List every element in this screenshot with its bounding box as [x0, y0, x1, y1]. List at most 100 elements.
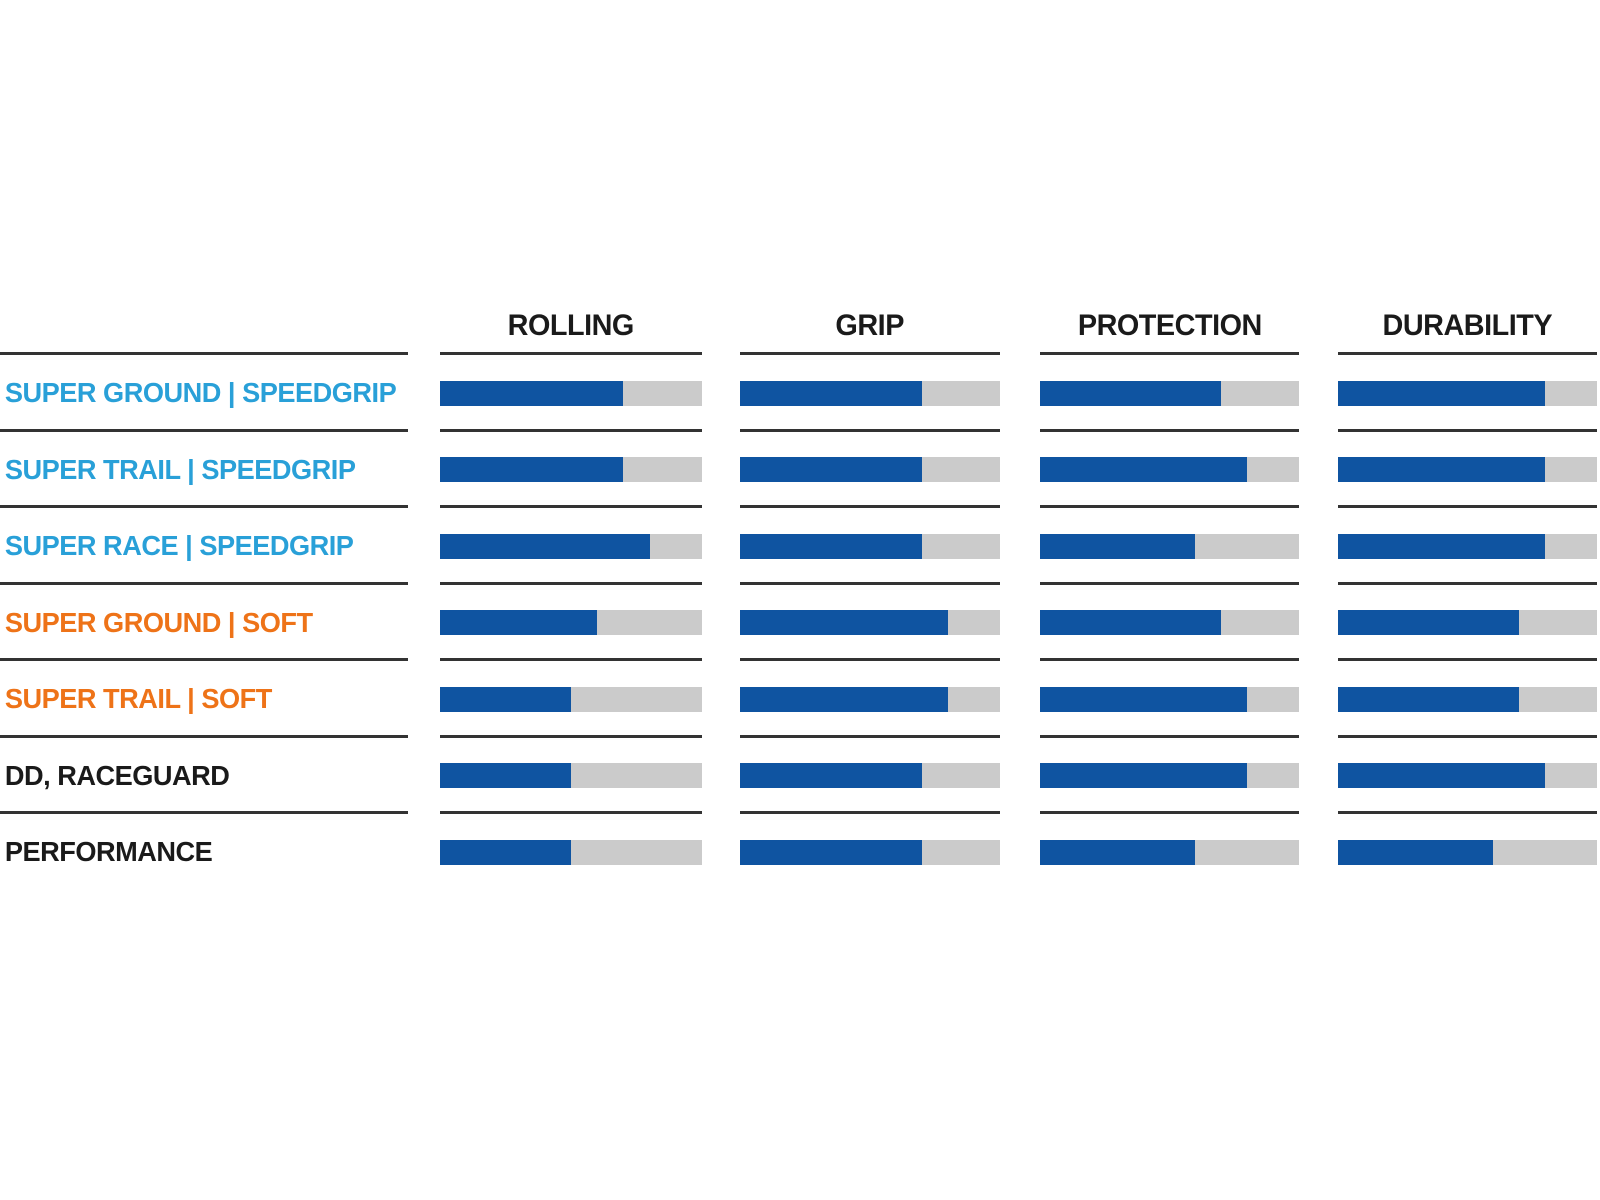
rows: SUPER GROUND | SPEEDGRIP [0, 355, 1597, 891]
grip-bar [740, 686, 1000, 712]
column-header-rolling: ROLLING [507, 309, 635, 342]
divider [740, 811, 1000, 814]
protection-bar-fill [1040, 380, 1222, 406]
protection-bar-fill [1040, 533, 1196, 559]
row-label-cell: SUPER GROUND | SPEEDGRIP [0, 355, 408, 432]
row-label: DD, RACEGUARD [4, 759, 230, 791]
protection-bar [1040, 839, 1299, 865]
table-row: SUPER GROUND | SOFT [0, 585, 1597, 661]
durability-bar [1338, 610, 1597, 636]
rolling-bar [440, 610, 702, 636]
grip-cell [702, 661, 1000, 738]
protection-cell [1000, 814, 1299, 891]
protection-bar [1040, 457, 1299, 483]
row-label-cell: SUPER RACE | SPEEDGRIP [0, 508, 408, 585]
durability-cell [1299, 508, 1597, 585]
divider [1338, 581, 1597, 585]
grip-bar-fill [740, 839, 922, 865]
grip-cell [702, 432, 1000, 508]
grip-bar [740, 457, 1000, 483]
durability-bar [1338, 533, 1597, 559]
protection-cell [1000, 432, 1299, 508]
divider [740, 428, 1000, 432]
rolling-bar [440, 839, 702, 865]
durability-bar-fill [1338, 763, 1546, 789]
rolling-cell [408, 738, 702, 814]
column-header-durability: DURABILITY [1382, 309, 1553, 342]
divider [740, 352, 1000, 355]
protection-bar-fill [1040, 686, 1248, 712]
header-empty-cell [0, 298, 408, 355]
divider [1040, 428, 1299, 432]
row-label: SUPER TRAIL | SOFT [4, 683, 272, 715]
column-header-grip: GRIP [835, 309, 905, 342]
rolling-bar [440, 457, 702, 483]
protection-cell [1000, 661, 1299, 738]
protection-bar-fill [1040, 839, 1196, 865]
grip-cell [702, 355, 1000, 432]
grip-bar-fill [740, 610, 948, 636]
row-label: PERFORMANCE [4, 836, 213, 868]
rolling-cell [408, 814, 702, 891]
durability-cell [1299, 585, 1597, 661]
table-row: SUPER TRAIL | SOFT [0, 661, 1597, 738]
divider [1040, 658, 1299, 661]
rolling-bar-fill [440, 610, 598, 636]
grip-bar [740, 380, 1000, 406]
rolling-bar-fill [440, 839, 571, 865]
rolling-bar [440, 380, 702, 406]
protection-bar [1040, 763, 1299, 789]
header-cell-grip: GRIP [702, 298, 1000, 355]
durability-bar [1338, 763, 1597, 789]
rolling-bar-fill [440, 380, 624, 406]
row-label: SUPER RACE | SPEEDGRIP [4, 530, 354, 562]
row-label-cell: SUPER GROUND | SOFT [0, 585, 408, 661]
divider [1338, 505, 1597, 508]
divider [0, 581, 408, 585]
grip-bar [740, 763, 1000, 789]
protection-bar [1040, 533, 1299, 559]
grip-bar-fill [740, 380, 922, 406]
durability-cell [1299, 738, 1597, 814]
protection-bar [1040, 610, 1299, 636]
durability-bar [1338, 686, 1597, 712]
divider [740, 658, 1000, 661]
durability-cell [1299, 814, 1597, 891]
column-header-protection: PROTECTION [1077, 309, 1262, 342]
rolling-cell [408, 432, 702, 508]
divider [1338, 658, 1597, 661]
divider [1040, 505, 1299, 508]
durability-bar-fill [1338, 533, 1546, 559]
protection-cell [1000, 738, 1299, 814]
divider [1338, 428, 1597, 432]
divider [0, 352, 408, 355]
divider [740, 734, 1000, 738]
durability-cell [1299, 355, 1597, 432]
grip-bar-fill [740, 763, 922, 789]
divider [0, 734, 408, 738]
divider [0, 658, 408, 661]
row-label: SUPER GROUND | SPEEDGRIP [4, 377, 397, 409]
rolling-cell [408, 355, 702, 432]
divider [740, 581, 1000, 585]
rolling-bar [440, 763, 702, 789]
protection-bar [1040, 686, 1299, 712]
divider [440, 352, 702, 355]
durability-bar [1338, 457, 1597, 483]
divider [440, 581, 702, 585]
header-cell-rolling: ROLLING [408, 298, 702, 355]
row-label-cell: PERFORMANCE [0, 814, 408, 891]
durability-bar-fill [1338, 686, 1520, 712]
row-label-cell: SUPER TRAIL | SPEEDGRIP [0, 432, 408, 508]
rolling-bar [440, 533, 702, 559]
table-row: PERFORMANCE [0, 814, 1597, 891]
grip-bar [740, 533, 1000, 559]
divider [1040, 811, 1299, 814]
row-label-cell: SUPER TRAIL | SOFT [0, 661, 408, 738]
rolling-bar-fill [440, 763, 571, 789]
divider [1040, 734, 1299, 738]
grip-bar [740, 839, 1000, 865]
tire-spec-chart: ROLLING GRIP PROTECTION DURABILITY SUPER… [0, 298, 1597, 891]
durability-cell [1299, 661, 1597, 738]
rolling-bar-fill [440, 533, 650, 559]
